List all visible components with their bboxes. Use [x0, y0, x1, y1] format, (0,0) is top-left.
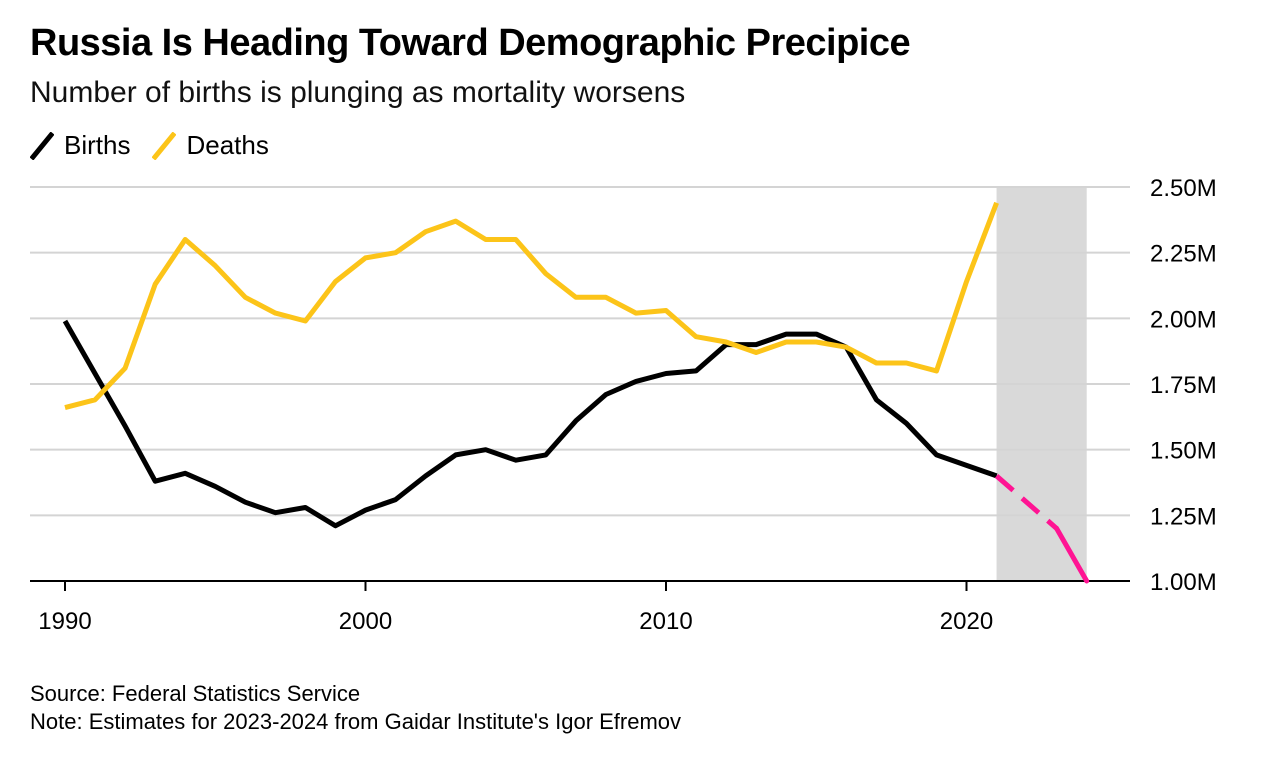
y-tick-label: 1.00M [1150, 569, 1217, 596]
x-tick-label: 2010 [639, 608, 692, 635]
y-tick-label: 1.50M [1150, 438, 1217, 465]
y-tick-label: 2.00M [1150, 306, 1217, 333]
legend-item-births: Births [30, 130, 130, 161]
deaths-legend-swatch [152, 131, 177, 160]
legend-item-deaths: Deaths [152, 130, 269, 161]
y-tick-label: 2.50M [1150, 175, 1217, 202]
legend-label-births: Births [64, 130, 131, 160]
x-tick-label: 1990 [38, 608, 91, 635]
deaths-line [64, 201, 999, 411]
legend: Births Deaths [30, 130, 291, 161]
x-tick-label: 2000 [339, 608, 392, 635]
chart-footer: Source: Federal Statistics Service Note:… [30, 680, 681, 736]
chart-title: Russia Is Heading Toward Demographic Pre… [30, 22, 911, 64]
y-tick-label: 2.25M [1150, 241, 1217, 268]
y-tick-label: 1.75M [1150, 372, 1217, 399]
chart-subtitle: Number of births is plunging as mortalit… [30, 76, 686, 109]
estimate-note: Note: Estimates for 2023-2024 from Gaida… [30, 709, 682, 734]
source-note: Source: Federal Statistics Service [30, 681, 361, 706]
births-estimate-dashed-segment [994, 474, 1059, 531]
births-estimate-solid-segment [1054, 525, 1090, 584]
births-legend-swatch [30, 131, 54, 160]
x-tick-label: 2020 [940, 608, 993, 635]
y-tick-label: 1.25M [1150, 503, 1217, 530]
legend-label-deaths: Deaths [186, 130, 269, 160]
